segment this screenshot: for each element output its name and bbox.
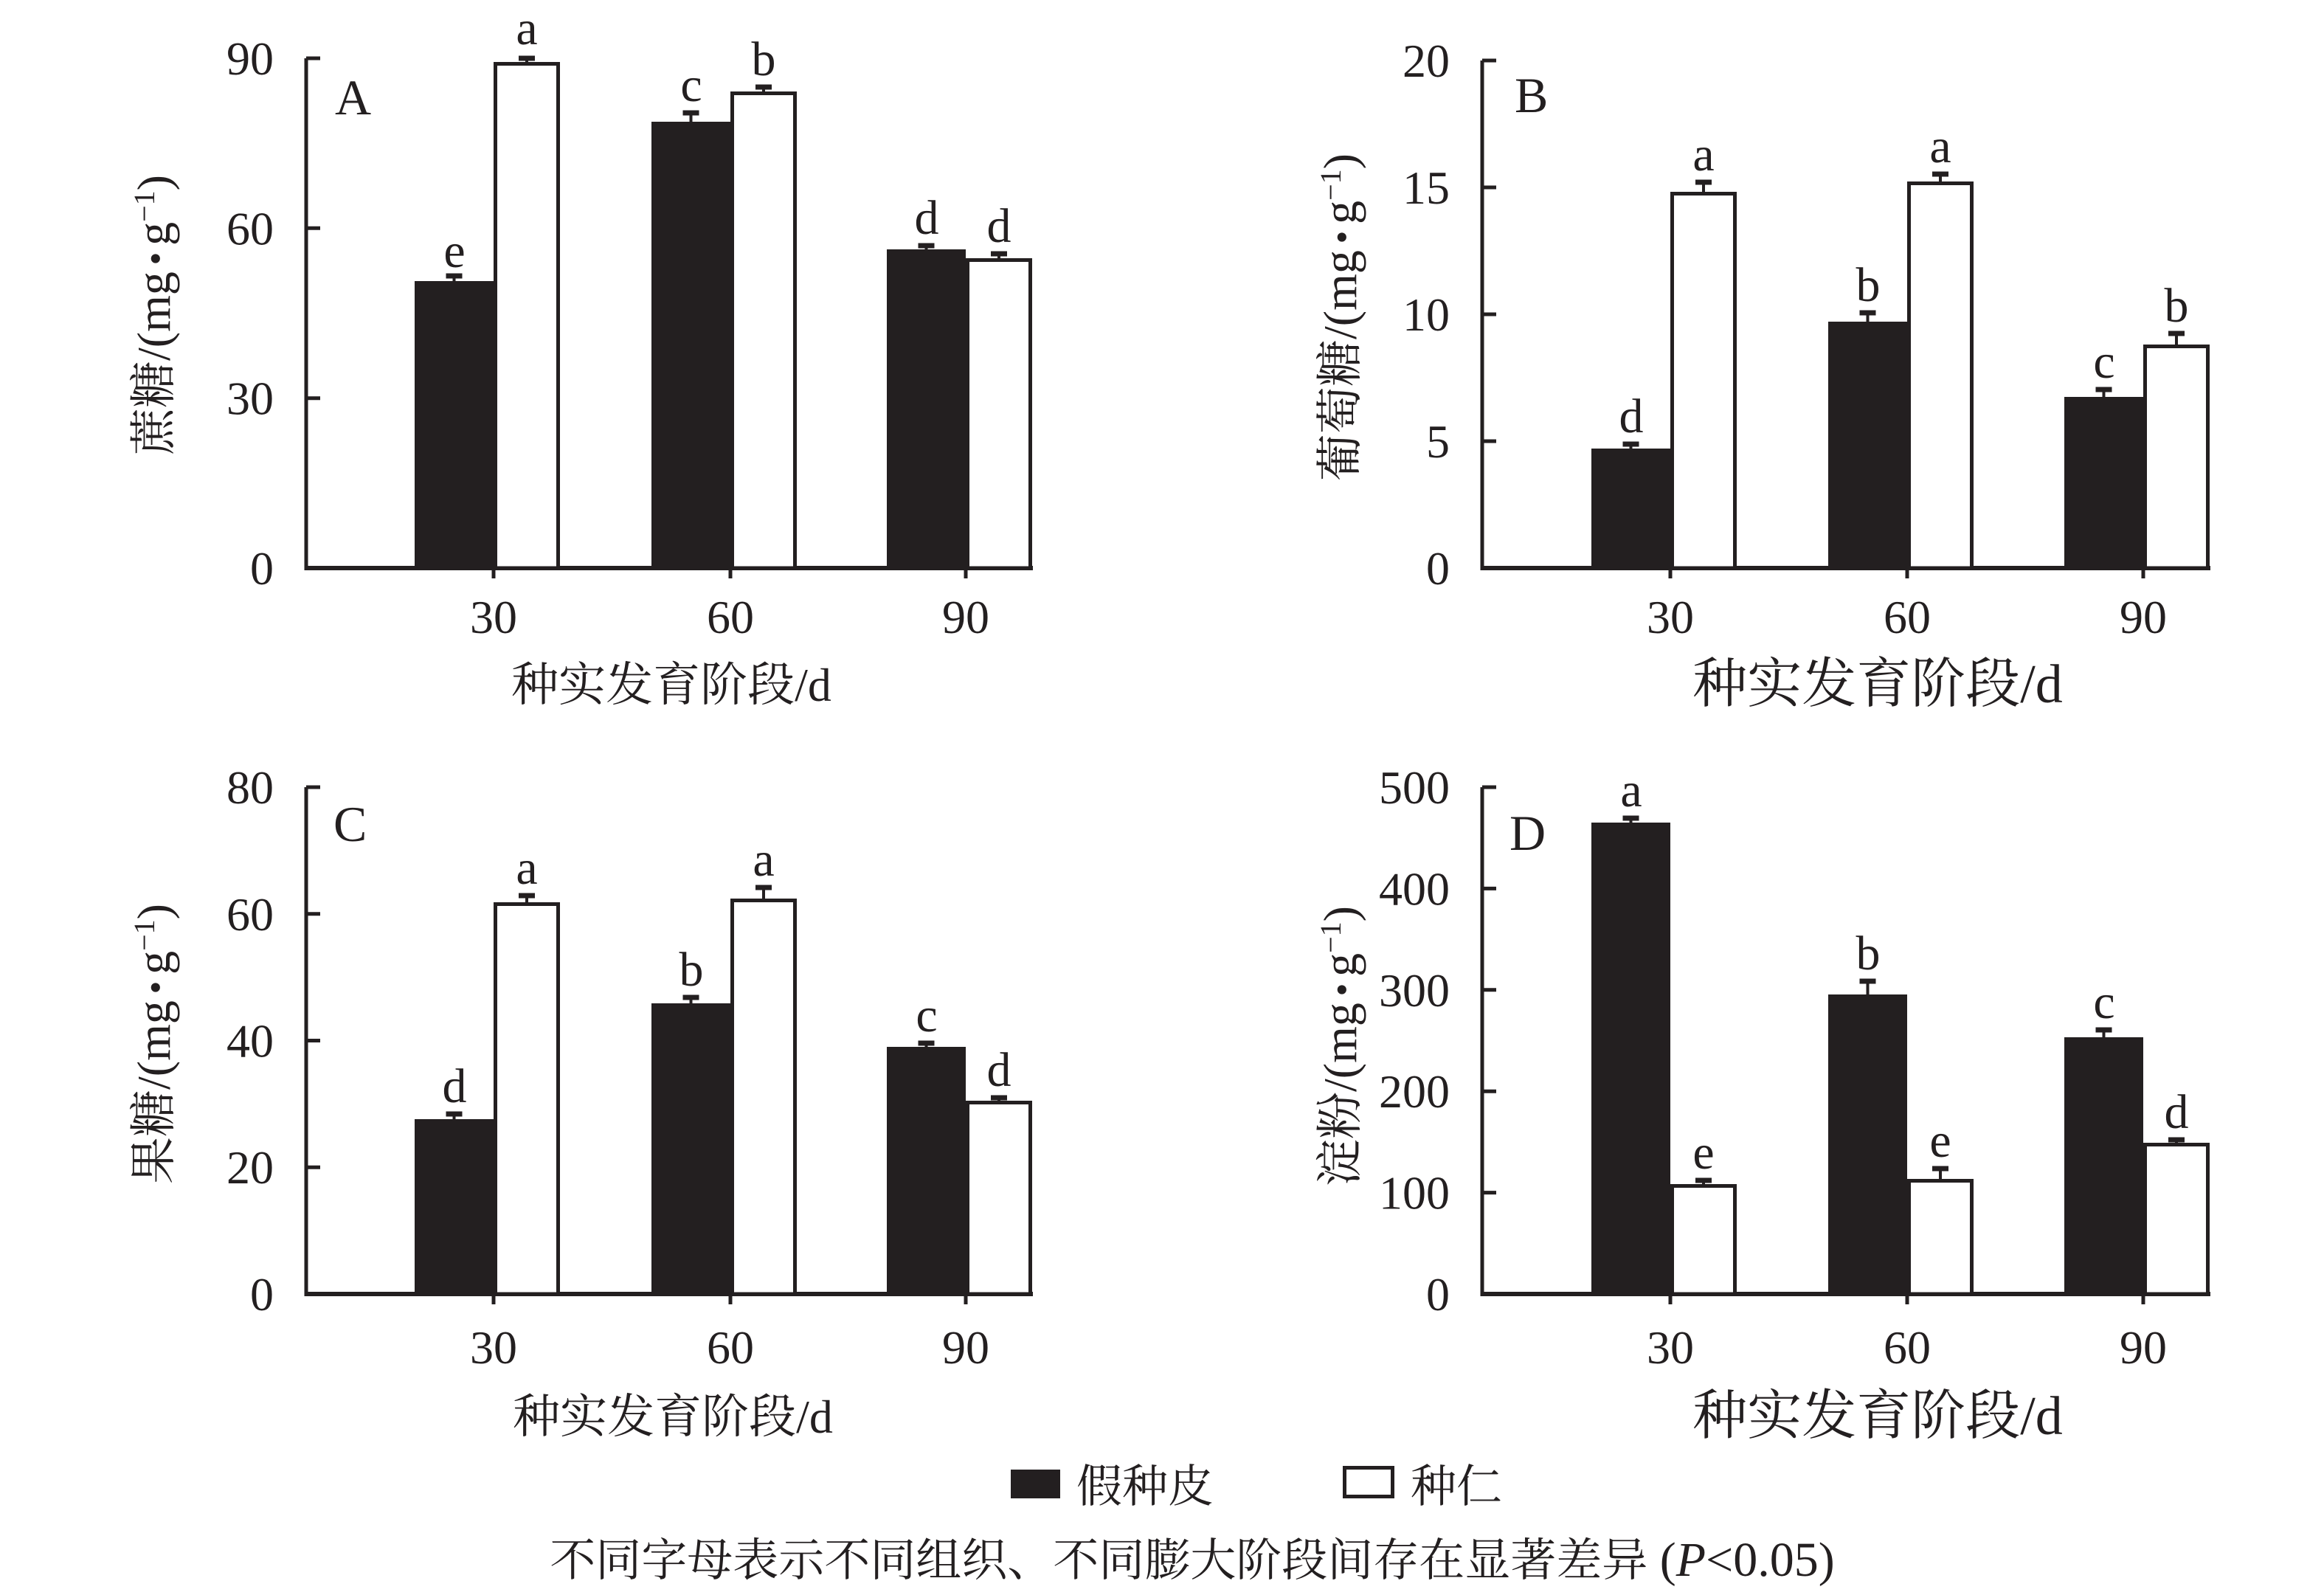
svg-text:60: 60 — [1884, 1321, 1931, 1374]
svg-text:80: 80 — [226, 761, 274, 814]
svg-text:20: 20 — [226, 1141, 274, 1194]
svg-text:/(mg: /(mg — [1314, 250, 1366, 339]
svg-text:20: 20 — [1403, 35, 1450, 87]
svg-text:/d: /d — [796, 1391, 833, 1443]
svg-text:0: 0 — [250, 542, 274, 595]
svg-text:B: B — [1515, 67, 1548, 123]
svg-text:g: g — [1314, 953, 1366, 977]
svg-text:a: a — [516, 841, 537, 895]
svg-text:a: a — [516, 1, 537, 55]
svg-text:d: d — [987, 1043, 1011, 1097]
svg-text:30: 30 — [470, 591, 517, 643]
svg-text:90: 90 — [2120, 591, 2167, 643]
svg-text:b: b — [752, 32, 776, 86]
svg-text:200: 200 — [1379, 1065, 1450, 1118]
svg-text:P: P — [1675, 1533, 1706, 1587]
svg-text:(: ( — [1660, 1533, 1676, 1587]
svg-text:−1: −1 — [1314, 921, 1347, 953]
svg-text:e: e — [1692, 1126, 1714, 1180]
svg-text:g: g — [128, 951, 180, 975]
svg-text:): ) — [128, 175, 180, 190]
svg-text:b: b — [1856, 927, 1881, 980]
svg-text:40: 40 — [226, 1015, 274, 1068]
svg-text:b: b — [2165, 279, 2189, 333]
svg-text:): ) — [1314, 153, 1366, 169]
svg-text:30: 30 — [226, 373, 274, 425]
svg-text:0: 0 — [1426, 1268, 1450, 1321]
svg-text:g: g — [128, 222, 180, 246]
svg-text:−1: −1 — [128, 919, 161, 951]
svg-text:100: 100 — [1379, 1167, 1450, 1219]
svg-text:/(mg: /(mg — [128, 1000, 180, 1090]
svg-text:90: 90 — [942, 1321, 989, 1374]
svg-text:30: 30 — [1647, 591, 1694, 643]
svg-text:60: 60 — [707, 1321, 754, 1374]
svg-text:30: 30 — [1647, 1321, 1694, 1374]
svg-text:−1: −1 — [1314, 169, 1347, 201]
svg-text:b: b — [679, 943, 704, 997]
svg-text:−1: −1 — [128, 190, 161, 222]
svg-text:/d: /d — [795, 659, 831, 711]
svg-text:d: d — [915, 191, 939, 245]
svg-text:a: a — [1929, 120, 1951, 173]
svg-text:D: D — [1509, 805, 1546, 861]
svg-text:60: 60 — [707, 591, 754, 643]
svg-text:A: A — [335, 69, 371, 125]
svg-text:a: a — [753, 833, 774, 887]
svg-text:/d: /d — [2020, 1386, 2063, 1447]
svg-text:400: 400 — [1379, 862, 1450, 915]
svg-text:5: 5 — [1426, 415, 1450, 468]
svg-text:c: c — [2093, 975, 2114, 1029]
svg-text:): ) — [1314, 906, 1366, 921]
svg-text:/(mg: /(mg — [128, 271, 180, 361]
svg-text:g: g — [1314, 201, 1366, 224]
svg-text:e: e — [1929, 1114, 1951, 1168]
svg-text:0: 0 — [1426, 542, 1450, 595]
svg-text:60: 60 — [226, 888, 274, 941]
svg-text:500: 500 — [1379, 761, 1450, 814]
svg-text:): ) — [128, 904, 180, 919]
svg-text:90: 90 — [942, 591, 989, 643]
svg-text:/d: /d — [2020, 654, 2063, 715]
svg-text:d: d — [2165, 1085, 2189, 1139]
svg-text:10: 10 — [1403, 288, 1450, 341]
svg-text:d: d — [1619, 390, 1644, 443]
svg-text:60: 60 — [1884, 591, 1931, 643]
svg-text:<0.05): <0.05) — [1706, 1533, 1835, 1587]
svg-text:300: 300 — [1379, 964, 1450, 1017]
svg-text:90: 90 — [226, 32, 274, 85]
svg-text:e: e — [443, 224, 465, 278]
svg-text:d: d — [443, 1059, 467, 1113]
svg-text:90: 90 — [2120, 1321, 2167, 1374]
svg-text:a: a — [1620, 764, 1642, 817]
svg-text:60: 60 — [226, 202, 274, 255]
svg-text:30: 30 — [470, 1321, 517, 1374]
svg-text:d: d — [987, 199, 1011, 253]
svg-text:/(mg: /(mg — [1314, 1003, 1366, 1092]
svg-text:c: c — [680, 58, 702, 112]
svg-text:c: c — [2093, 335, 2114, 389]
svg-text:b: b — [1856, 258, 1881, 312]
svg-text:0: 0 — [250, 1268, 274, 1321]
svg-text:a: a — [1692, 128, 1714, 181]
svg-text:15: 15 — [1403, 162, 1450, 214]
svg-text:c: c — [916, 989, 937, 1042]
svg-text:C: C — [333, 796, 367, 852]
